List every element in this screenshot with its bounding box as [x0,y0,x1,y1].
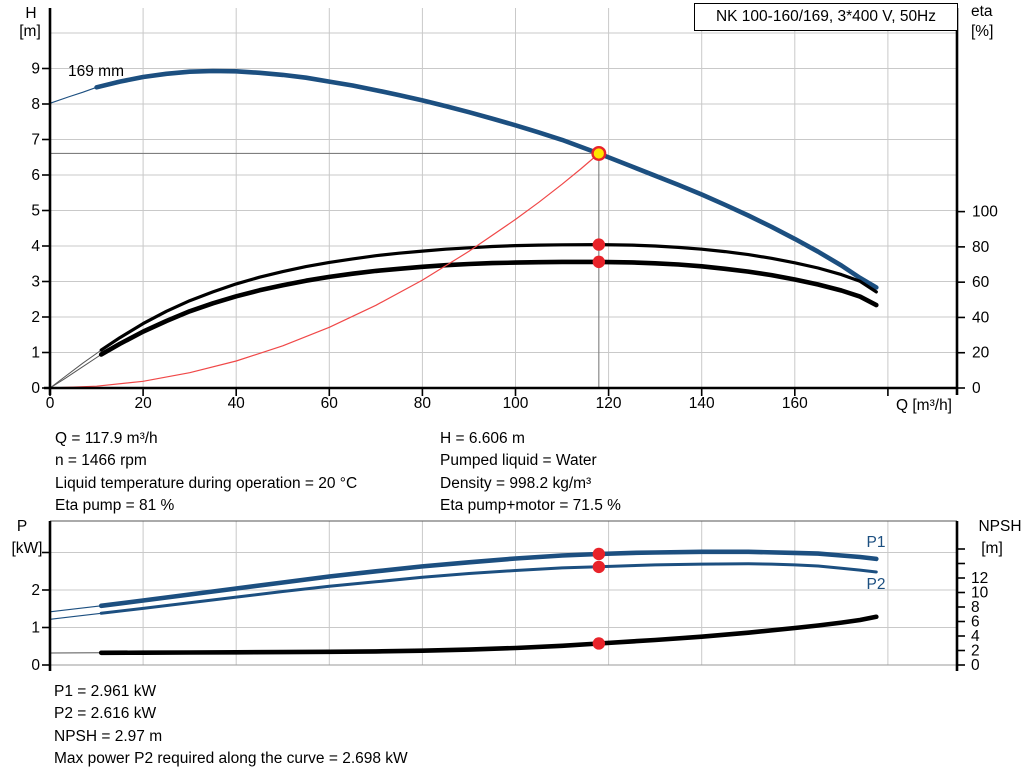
p1-curve-start [49,605,102,613]
top-grid [50,8,957,388]
p2-curve [99,562,878,615]
eta-axis-label: eta [971,3,993,20]
duty-dot-npsh [592,637,606,650]
npsh-tick-label: 0 [971,657,980,674]
duty-dot-p1 [592,547,606,561]
eta-pump-start [49,349,102,389]
info-line: P1 = 2.961 kW [54,683,157,700]
info-line: Max power P2 required along the curve = … [54,750,408,768]
q-tick-label: 120 [596,395,622,412]
info-line: Q = 117.9 m³/h [55,430,158,447]
eta-duty-dot [592,238,606,251]
h-tick-label: 0 [31,380,40,397]
eta-tick-label: 100 [972,204,998,221]
p-axis-label: P [17,518,27,535]
eta-tick-label: 80 [972,239,990,256]
q-tick-label: 140 [689,395,715,412]
eta-pump-curve [99,243,878,352]
npsh-axis-label: NPSH [978,518,1021,535]
h-tick-label: 3 [31,274,40,291]
eta-axis-unit: [%] [971,23,993,40]
eta-pump-motor-curve [98,259,879,357]
h-axis-label: H [25,5,36,22]
p-tick-label: 2 [31,582,40,599]
q-tick-label: 20 [134,395,152,412]
h-tick-label: 7 [31,132,40,149]
duty-info-left: Q = 117.9 m³/h n = 1466 rpm Liquid tempe… [55,428,357,518]
npsh-tick-label: 10 [971,585,989,602]
eta-duty-dot [592,255,606,269]
h-tick-label: 4 [31,238,40,255]
h-tick-label: 8 [31,96,40,113]
power-info: P1 = 2.961 kW P2 = 2.616 kW NPSH = 2.97 … [54,681,408,771]
info-line: Eta pump+motor = 71.5 % [440,497,621,515]
p-tick-label: 1 [31,620,40,637]
npsh-axis-unit: [m] [981,540,1003,557]
eta-tick-label: 0 [972,380,981,397]
info-line: Eta pump = 81 % [55,497,175,515]
npsh-tick-label: 8 [971,599,980,616]
eta-tick-label: 20 [972,345,990,362]
p1-curve [98,549,879,609]
p1-curve-label: P1 [867,534,886,551]
impeller-label: 169 mm [68,63,124,80]
p2-curve-start [49,612,102,620]
npsh-tick-label: 6 [971,614,980,631]
eta-pump-motor-start [49,354,102,389]
h-tick-label: 6 [31,167,40,184]
duty-point-marker [591,145,607,161]
q-axis-label: Q [m³/h] [896,397,952,414]
hq-curve-start [49,86,98,104]
p-axis-unit: [kW] [12,540,43,557]
npsh-tick-label: 12 [971,570,988,587]
hq-eta-chart: 0 1 2 3 4 5 6 7 8 9 0 20 40 60 80 100 0 20 40 60 80 100 120 140… [31,8,998,412]
q-tick-label: 80 [414,395,432,412]
info-line: H = 6.606 m [440,430,525,447]
pump-title-box: NK 100-160/169, 3*400 V, 50Hz [694,3,958,31]
info-line: n = 1466 rpm [55,452,147,470]
eta-tick-label: 60 [972,274,990,291]
p2-curve-label: P2 [867,576,886,593]
q-tick-label: 100 [503,395,529,412]
pump-title-text: NK 100-160/169, 3*400 V, 50Hz [715,8,937,25]
q-tick-label: 60 [321,395,339,412]
p-tick-label: 0 [31,657,40,674]
info-line: P2 = 2.616 kW [54,705,157,723]
eta-tick-label: 40 [972,309,990,326]
info-line: Liquid temperature during operation = 20… [55,474,358,492]
q-tick-label: 0 [46,395,55,412]
system-curve [49,152,600,389]
hq-curve-169mm [94,68,879,290]
npsh-curve [98,614,879,656]
duty-dot-p2 [592,560,606,574]
h-tick-label: 5 [31,203,40,220]
info-line: Density = 998.2 kg/m³ [440,474,592,492]
q-tick-label: 160 [782,395,808,412]
npsh-tick-label: 2 [971,643,980,660]
npsh-tick-label: 4 [971,628,980,645]
duty-info-right: H = 6.606 m Pumped liquid = Water Densit… [440,428,621,518]
h-tick-label: 2 [31,309,40,326]
h-tick-label: 9 [31,61,40,78]
q-tick-label: 40 [228,395,246,412]
h-axis-unit: [m] [19,23,41,40]
info-line: Pumped liquid = Water [440,452,597,470]
info-line: NPSH = 2.97 m [54,727,163,745]
h-tick-label: 1 [31,345,40,362]
